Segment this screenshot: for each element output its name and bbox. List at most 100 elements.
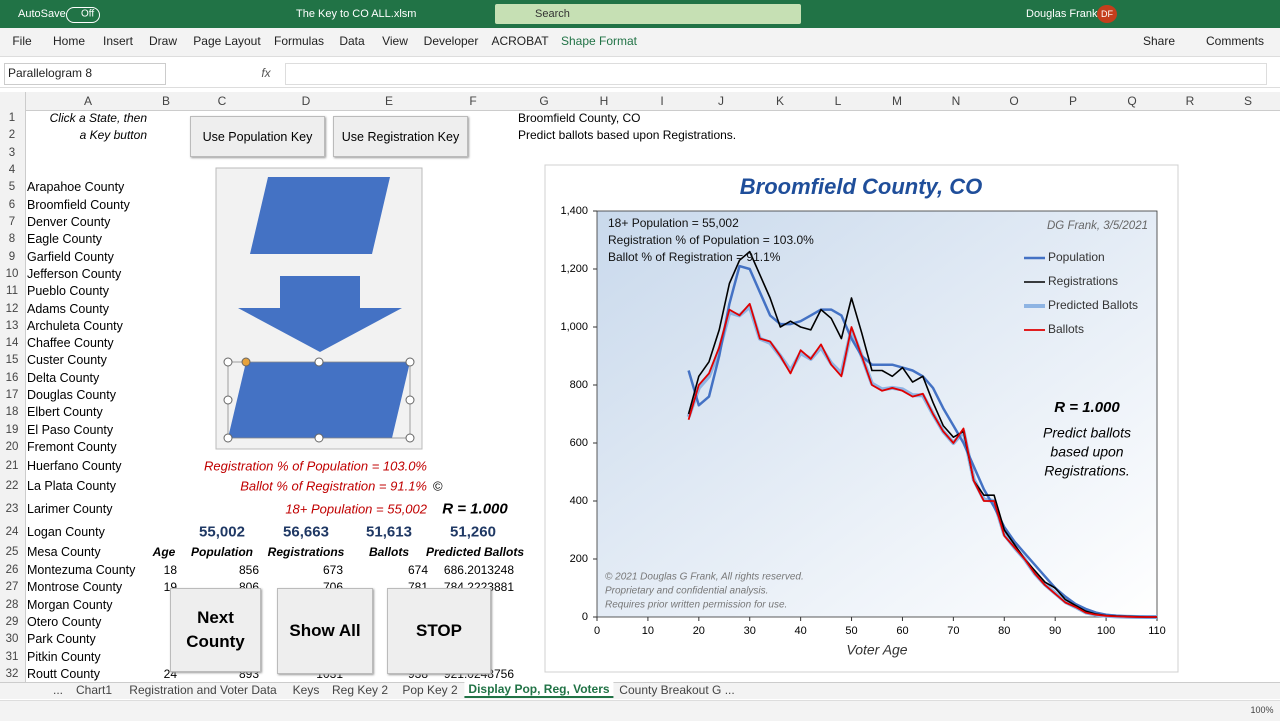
county-cell[interactable]: Park County — [27, 632, 96, 646]
county-cell[interactable]: La Plata County — [27, 479, 116, 493]
chart-copyright: © 2021 Douglas G Frank, All rights reser… — [605, 572, 804, 583]
button[interactable]: Use Registration Key — [333, 116, 468, 157]
search-placeholder: Search — [535, 8, 570, 20]
handle[interactable] — [405, 395, 415, 405]
column-header: B — [161, 94, 171, 108]
parallelogram[interactable] — [250, 177, 390, 254]
ribbon-tab[interactable]: Page Layout — [193, 34, 261, 48]
column-header: H — [599, 94, 609, 108]
county-cell[interactable]: Delta County — [27, 370, 100, 385]
cell: 686.2013248 — [443, 563, 514, 577]
ribbon-tab[interactable]: View — [382, 34, 408, 48]
x-tick-label: 100 — [1097, 625, 1115, 637]
chart-annotation: Ballot % of Registration = 91.1% — [608, 250, 781, 264]
ribbon-tab[interactable]: ACROBAT — [491, 34, 549, 48]
cell: a Key button — [79, 128, 147, 143]
sheet-tab[interactable]: Chart1 — [75, 683, 113, 697]
county-cell[interactable]: Garfield County — [27, 249, 114, 264]
county-cell[interactable]: Pueblo County — [27, 284, 110, 299]
ribbon-tab[interactable]: File — [12, 34, 32, 48]
county-cell[interactable]: Pitkin County — [27, 650, 101, 664]
status-bar — [0, 700, 1280, 721]
county-cell[interactable]: Broomfield County — [27, 197, 130, 212]
county-cell[interactable]: Montezuma County — [27, 563, 136, 577]
county-cell[interactable]: Eagle County — [27, 232, 103, 247]
handle[interactable] — [405, 357, 415, 367]
search-box[interactable] — [495, 4, 801, 24]
sheet-tab[interactable]: Display Pop, Reg, Voters — [464, 682, 614, 698]
county-cell[interactable]: Chaffee County — [27, 336, 114, 351]
handle[interactable] — [314, 357, 324, 367]
county-cell[interactable]: Routt County — [27, 667, 100, 681]
county-cell[interactable]: Mesa County — [27, 545, 101, 559]
county-cell[interactable]: Douglas County — [27, 388, 116, 403]
chart-title: Broomfield County, CO — [740, 174, 982, 199]
column-header: M — [892, 94, 902, 108]
row-header: 23 — [5, 503, 19, 515]
parallelogram[interactable] — [228, 362, 410, 438]
county-cell[interactable]: Custer County — [27, 353, 107, 368]
ribbon-tab[interactable]: Home — [52, 34, 86, 48]
county-cell[interactable]: Denver County — [27, 214, 111, 229]
handle[interactable] — [405, 433, 415, 443]
county-cell[interactable]: Huerfano County — [27, 459, 122, 473]
county-cell[interactable]: Otero County — [27, 615, 102, 629]
row-header: 9 — [8, 250, 16, 263]
county-cell[interactable]: Fremont County — [27, 440, 117, 455]
handle[interactable] — [223, 357, 233, 367]
sheet-tab[interactable]: Reg Key 2 — [331, 683, 389, 697]
autosave-toggle[interactable] — [66, 7, 100, 23]
ribbon-tab[interactable]: Insert — [102, 34, 134, 48]
county-cell[interactable]: Archuleta County — [27, 318, 123, 333]
county-cell[interactable]: Elbert County — [27, 405, 103, 420]
column-header: G — [539, 94, 549, 108]
avatar[interactable] — [1097, 5, 1117, 23]
button[interactable]: Next County — [170, 588, 261, 672]
county-cell[interactable]: Arapahoe County — [27, 180, 125, 195]
button[interactable]: Use Population Key — [190, 116, 325, 157]
sheet-tab[interactable]: Keys — [292, 683, 320, 697]
cell: Predict ballots based upon Registrations… — [518, 128, 737, 143]
county-cell[interactable]: Adams County — [27, 301, 109, 316]
chart-annotation: R = 1.000 — [1054, 399, 1120, 416]
share-button[interactable]: Share — [1143, 34, 1176, 48]
handle[interactable] — [223, 433, 233, 443]
ribbon-tab[interactable]: Shape Format — [560, 34, 638, 48]
ribbon-tab[interactable]: Data — [339, 34, 365, 48]
county-cell[interactable]: Montrose County — [27, 580, 123, 594]
row-header: 25 — [5, 546, 19, 558]
county-cell[interactable]: Larimer County — [27, 502, 113, 516]
formula-input[interactable] — [285, 63, 1267, 85]
handle[interactable] — [314, 433, 324, 443]
sheet-tab[interactable]: Pop Key 2 — [402, 683, 458, 697]
name-box[interactable] — [4, 63, 166, 85]
column-header: E — [384, 94, 394, 108]
row-header: 14 — [5, 337, 19, 350]
adjust-handle[interactable] — [241, 357, 251, 367]
county-cell[interactable]: El Paso County — [27, 422, 114, 437]
county-cell[interactable]: Jefferson County — [27, 266, 122, 281]
ribbon-tab[interactable]: Developer — [423, 34, 479, 48]
button[interactable]: STOP — [387, 588, 491, 674]
comments-button[interactable]: Comments — [1206, 34, 1265, 48]
row-header: 4 — [8, 163, 16, 176]
sheet-tab[interactable]: ... — [52, 683, 64, 697]
row-header: 5 — [8, 181, 16, 194]
county-cell[interactable]: Logan County — [27, 525, 105, 539]
ribbon-tab[interactable]: Draw — [148, 34, 178, 48]
arrow[interactable] — [238, 276, 402, 352]
legend-label: Population — [1048, 250, 1105, 264]
sheet-tab[interactable]: Registration and Voter Data — [129, 683, 277, 697]
county-cell[interactable]: Morgan County — [27, 598, 113, 612]
sheet-tab[interactable]: County Breakout G ... — [619, 683, 735, 697]
chart-copyright: Proprietary and confidential analysis. — [605, 586, 768, 597]
handle[interactable] — [223, 395, 233, 405]
button[interactable]: Show All — [277, 588, 373, 674]
row-header: 22 — [5, 480, 19, 492]
total-cell: 51,260 — [450, 523, 496, 541]
y-tick-label: 400 — [570, 495, 588, 507]
ribbon-tab[interactable]: Formulas — [273, 34, 325, 48]
x-tick-label: 90 — [1049, 625, 1061, 637]
column-header: R — [1185, 94, 1195, 108]
